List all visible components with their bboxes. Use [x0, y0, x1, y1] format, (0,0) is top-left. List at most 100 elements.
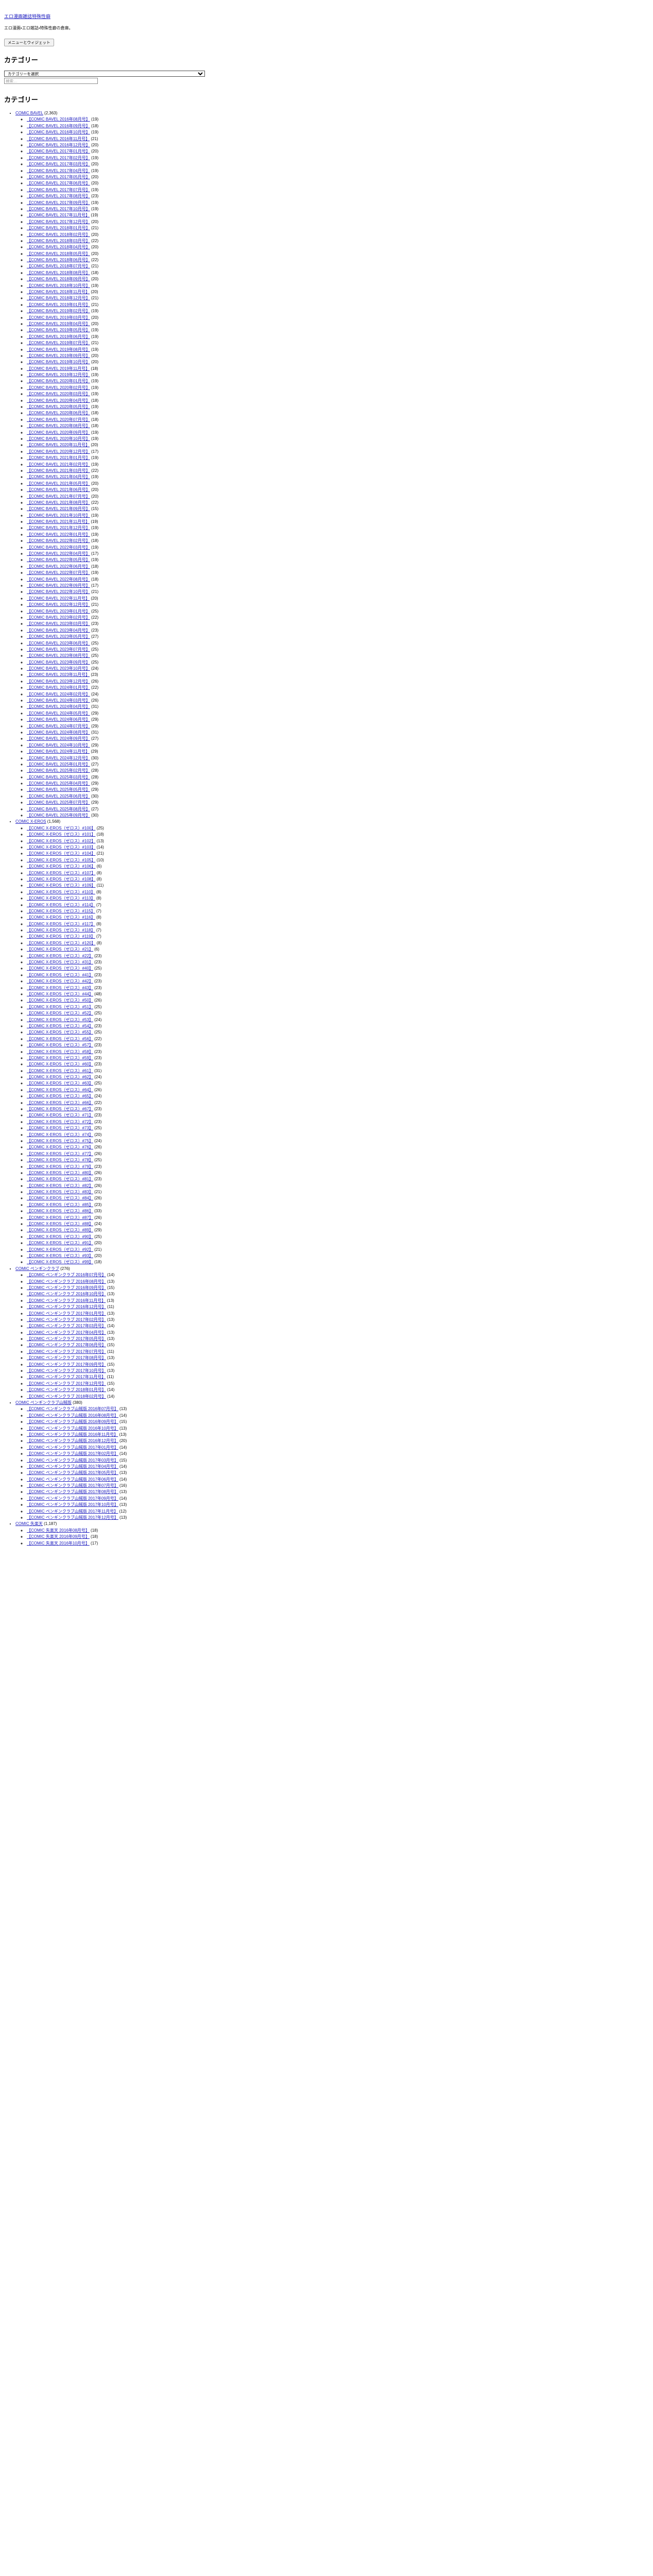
- subcategory-link[interactable]: 【COMIC 失楽天 2016年09月号】: [27, 1534, 90, 1539]
- subcategory-link[interactable]: 【COMIC X-EROS（ゼロス）#78】: [27, 1158, 93, 1163]
- subcategory-link[interactable]: 【COMIC X-EROS（ゼロス）#103】: [27, 845, 96, 850]
- subcategory-link[interactable]: 【COMIC BAVEL 2023年07月号】: [27, 647, 90, 652]
- subcategory-link[interactable]: 【COMIC BAVEL 2023年06月号】: [27, 640, 90, 646]
- subcategory-link[interactable]: 【COMIC ペンギンクラブ山賊版 2017年07月号】: [27, 1483, 118, 1488]
- subcategory-link[interactable]: 【COMIC 失楽天 2016年08月号】: [27, 1528, 90, 1533]
- subcategory-link[interactable]: 【COMIC BAVEL 2021年04月号】: [27, 474, 90, 480]
- subcategory-link[interactable]: 【COMIC BAVEL 2018年01月号】: [27, 226, 90, 231]
- subcategory-link[interactable]: 【COMIC BAVEL 2024年03月号】: [27, 698, 90, 703]
- subcategory-link[interactable]: 【COMIC X-EROS（ゼロス）#53】: [27, 1017, 93, 1022]
- subcategory-link[interactable]: 【COMIC BAVEL 2025年02月号】: [27, 768, 90, 773]
- subcategory-link[interactable]: 【COMIC BAVEL 2020年02月号】: [27, 385, 90, 390]
- subcategory-link[interactable]: 【COMIC BAVEL 2024年10月号】: [27, 742, 90, 748]
- subcategory-link[interactable]: 【COMIC BAVEL 2020年11月号】: [27, 443, 90, 448]
- subcategory-link[interactable]: 【COMIC ペンギンクラブ山賊版 2017年08月号】: [27, 1489, 118, 1495]
- subcategory-link[interactable]: 【COMIC X-EROS（ゼロス）#76】: [27, 1145, 93, 1150]
- subcategory-link[interactable]: 【COMIC BAVEL 2017年01月号】: [27, 149, 90, 154]
- subcategory-link[interactable]: 【COMIC X-EROS（ゼロス）#67】: [27, 1107, 93, 1112]
- subcategory-link[interactable]: 【COMIC BAVEL 2018年10月号】: [27, 283, 90, 288]
- subcategory-link[interactable]: 【COMIC X-EROS（ゼロス）#55】: [27, 1030, 93, 1035]
- subcategory-link[interactable]: 【COMIC BAVEL 2024年07月号】: [27, 723, 90, 728]
- subcategory-link[interactable]: 【COMIC X-EROS（ゼロス）#64】: [27, 1087, 93, 1092]
- subcategory-link[interactable]: 【COMIC X-EROS（ゼロス）#42】: [27, 979, 93, 984]
- subcategory-link[interactable]: 【COMIC BAVEL 2024年06月号】: [27, 717, 90, 722]
- subcategory-link[interactable]: 【COMIC BAVEL 2021年08月号】: [27, 500, 90, 505]
- subcategory-link[interactable]: 【COMIC BAVEL 2016年08月号】: [27, 117, 90, 122]
- subcategory-link[interactable]: 【COMIC X-EROS（ゼロス）#82】: [27, 1183, 93, 1188]
- subcategory-link[interactable]: 【COMIC BAVEL 2020年01月号】: [27, 379, 90, 384]
- search-input[interactable]: [4, 78, 98, 84]
- subcategory-link[interactable]: 【COMIC BAVEL 2023年10月号】: [27, 666, 90, 671]
- subcategory-link[interactable]: 【COMIC BAVEL 2019年08月号】: [27, 347, 90, 352]
- subcategory-link[interactable]: 【COMIC X-EROS（ゼロス）#80】: [27, 1170, 93, 1175]
- subcategory-link[interactable]: 【COMIC BAVEL 2025年03月号】: [27, 774, 90, 779]
- subcategory-link[interactable]: 【COMIC BAVEL 2017年12月号】: [27, 219, 90, 224]
- subcategory-link[interactable]: 【COMIC X-EROS（ゼロス）#58】: [27, 1049, 93, 1054]
- subcategory-link[interactable]: 【COMIC BAVEL 2019年03月号】: [27, 315, 90, 320]
- subcategory-link[interactable]: 【COMIC BAVEL 2019年05月号】: [27, 328, 90, 333]
- subcategory-link[interactable]: 【COMIC X-EROS（ゼロス）#77】: [27, 1151, 93, 1156]
- subcategory-link[interactable]: 【COMIC BAVEL 2021年11月号】: [27, 519, 90, 524]
- subcategory-link[interactable]: 【COMIC BAVEL 2024年02月号】: [27, 691, 90, 697]
- subcategory-link[interactable]: 【COMIC BAVEL 2023年08月号】: [27, 653, 90, 658]
- subcategory-link[interactable]: 【COMIC ペンギンクラブ 2017年09月号】: [27, 1362, 106, 1367]
- subcategory-link[interactable]: 【COMIC X-EROS（ゼロス）#102】: [27, 838, 96, 843]
- subcategory-link[interactable]: 【COMIC X-EROS（ゼロス）#83】: [27, 1190, 93, 1195]
- subcategory-link[interactable]: 【COMIC ペンギンクラブ山賊版 2017年05月号】: [27, 1470, 118, 1476]
- subcategory-link[interactable]: 【COMIC BAVEL 2020年03月号】: [27, 392, 90, 397]
- subcategory-link[interactable]: 【COMIC BAVEL 2023年12月号】: [27, 679, 90, 684]
- subcategory-link[interactable]: 【COMIC ペンギンクラブ 2016年08月号】: [27, 1279, 106, 1284]
- subcategory-link[interactable]: 【COMIC BAVEL 2019年02月号】: [27, 309, 90, 314]
- subcategory-link[interactable]: 【COMIC ペンギンクラブ 2018年01月号】: [27, 1387, 106, 1393]
- subcategory-link[interactable]: 【COMIC BAVEL 2022年07月号】: [27, 570, 90, 575]
- subcategory-link[interactable]: 【COMIC X-EROS（ゼロス）#65】: [27, 1094, 93, 1099]
- subcategory-link[interactable]: 【COMIC BAVEL 2024年11月号】: [27, 749, 90, 754]
- subcategory-link[interactable]: 【COMIC ペンギンクラブ 2016年07月号】: [27, 1273, 106, 1278]
- subcategory-link[interactable]: 【COMIC ペンギンクラブ 2017年04月号】: [27, 1330, 106, 1335]
- subcategory-link[interactable]: 【COMIC BAVEL 2018年12月号】: [27, 296, 90, 301]
- subcategory-link[interactable]: 【COMIC ペンギンクラブ 2017年03月号】: [27, 1324, 106, 1329]
- subcategory-link[interactable]: 【COMIC BAVEL 2021年10月号】: [27, 513, 90, 518]
- subcategory-link[interactable]: 【COMIC BAVEL 2020年09月号】: [27, 430, 90, 435]
- subcategory-link[interactable]: 【COMIC X-EROS（ゼロス）#85】: [27, 1202, 93, 1207]
- subcategory-link[interactable]: 【COMIC X-EROS（ゼロス）#114】: [27, 902, 95, 907]
- subcategory-link[interactable]: 【COMIC X-EROS（ゼロス）#88】: [27, 1222, 93, 1227]
- subcategory-link[interactable]: 【COMIC BAVEL 2022年03月号】: [27, 545, 90, 550]
- subcategory-link[interactable]: 【COMIC BAVEL 2019年07月号】: [27, 341, 90, 346]
- subcategory-link[interactable]: 【COMIC X-EROS（ゼロス）#62】: [27, 1075, 93, 1080]
- subcategory-link[interactable]: 【COMIC ペンギンクラブ山賊版 2016年12月号】: [27, 1438, 118, 1444]
- subcategory-link[interactable]: 【COMIC BAVEL 2021年09月号】: [27, 506, 90, 512]
- category-link[interactable]: COMIC BAVEL: [15, 111, 43, 116]
- subcategory-link[interactable]: 【COMIC BAVEL 2023年02月号】: [27, 615, 90, 620]
- subcategory-link[interactable]: 【COMIC X-EROS（ゼロス）#79】: [27, 1164, 93, 1169]
- subcategory-link[interactable]: 【COMIC BAVEL 2022年12月号】: [27, 602, 90, 607]
- subcategory-link[interactable]: 【COMIC BAVEL 2025年09月号】: [27, 813, 90, 818]
- subcategory-link[interactable]: 【COMIC ペンギンクラブ山賊版 2017年06月号】: [27, 1477, 118, 1482]
- subcategory-link[interactable]: 【COMIC BAVEL 2021年05月号】: [27, 481, 90, 486]
- subcategory-link[interactable]: 【COMIC BAVEL 2017年09月号】: [27, 200, 90, 205]
- subcategory-link[interactable]: 【COMIC BAVEL 2021年12月号】: [27, 526, 90, 531]
- subcategory-link[interactable]: 【COMIC BAVEL 2024年05月号】: [27, 710, 90, 716]
- subcategory-link[interactable]: 【COMIC X-EROS（ゼロス）#116】: [27, 915, 95, 920]
- category-link[interactable]: COMIC ペンギンクラブ山賊版: [15, 1400, 72, 1405]
- subcategory-link[interactable]: 【COMIC BAVEL 2019年10月号】: [27, 360, 90, 365]
- subcategory-link[interactable]: 【COMIC ペンギンクラブ 2017年05月号】: [27, 1336, 106, 1342]
- subcategory-link[interactable]: 【COMIC BAVEL 2025年05月号】: [27, 787, 90, 792]
- subcategory-link[interactable]: 【COMIC X-EROS（ゼロス）#113】: [27, 896, 95, 901]
- category-link[interactable]: COMIC ペンギンクラブ: [15, 1266, 59, 1271]
- subcategory-link[interactable]: 【COMIC BAVEL 2024年12月号】: [27, 755, 90, 760]
- subcategory-link[interactable]: 【COMIC BAVEL 2023年01月号】: [27, 608, 90, 614]
- subcategory-link[interactable]: 【COMIC BAVEL 2023年03月号】: [27, 621, 90, 626]
- subcategory-link[interactable]: 【COMIC ペンギンクラブ 2017年01月号】: [27, 1311, 106, 1316]
- subcategory-link[interactable]: 【COMIC X-EROS（ゼロス）#117】: [27, 921, 95, 926]
- subcategory-link[interactable]: 【COMIC ペンギンクラブ山賊版 2017年03月号】: [27, 1458, 118, 1463]
- subcategory-link[interactable]: 【COMIC X-EROS（ゼロス）#21】: [27, 947, 93, 952]
- subcategory-link[interactable]: 【COMIC X-EROS（ゼロス）#120】: [27, 940, 96, 945]
- subcategory-link[interactable]: 【COMIC ペンギンクラブ 2017年08月号】: [27, 1355, 106, 1361]
- subcategory-link[interactable]: 【COMIC BAVEL 2025年08月号】: [27, 806, 90, 811]
- subcategory-link[interactable]: 【COMIC BAVEL 2020年05月号】: [27, 404, 90, 410]
- subcategory-link[interactable]: 【COMIC BAVEL 2024年01月号】: [27, 685, 90, 690]
- subcategory-link[interactable]: 【COMIC ペンギンクラブ山賊版 2017年09月号】: [27, 1496, 118, 1501]
- subcategory-link[interactable]: 【COMIC X-EROS（ゼロス）#92】: [27, 1247, 93, 1252]
- subcategory-link[interactable]: 【COMIC ペンギンクラブ山賊版 2016年10月号】: [27, 1426, 118, 1431]
